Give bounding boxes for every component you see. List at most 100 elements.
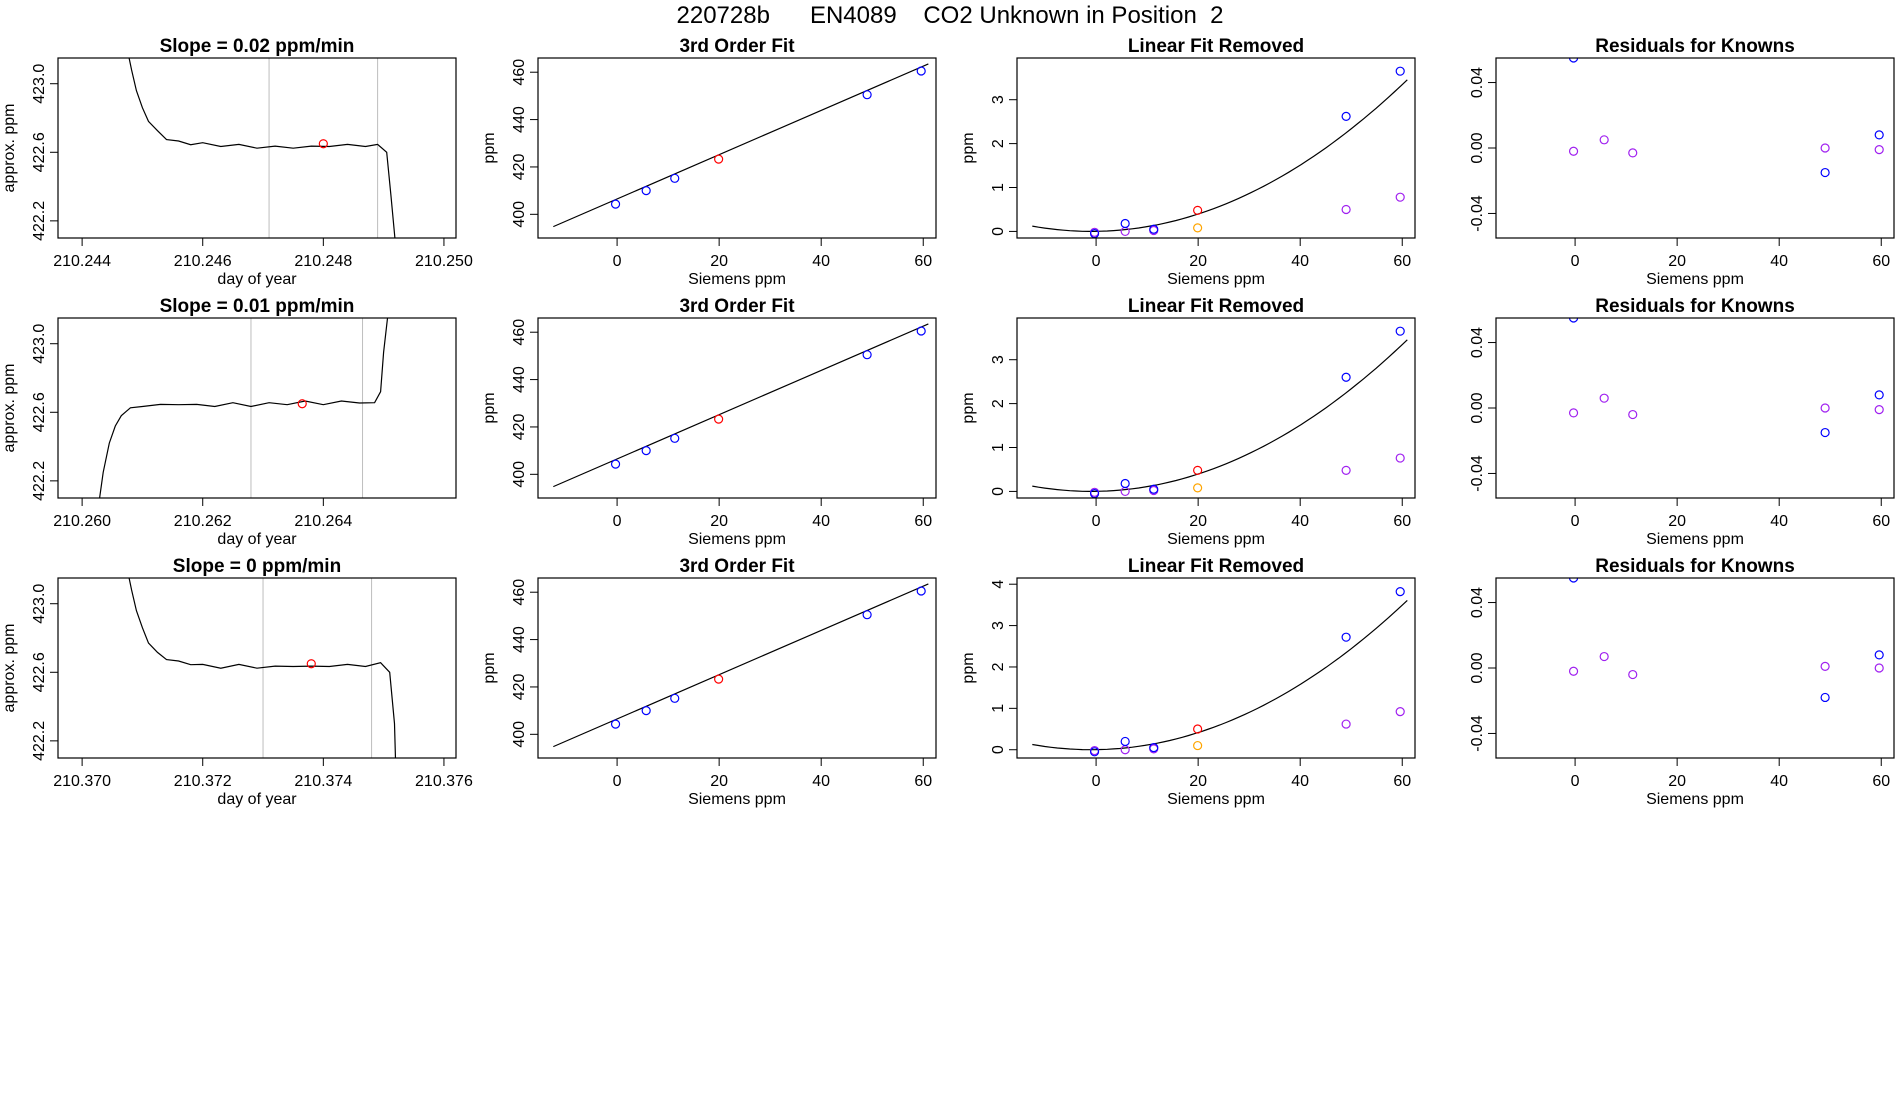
plot-frame bbox=[57, 577, 457, 759]
residual-point bbox=[1820, 403, 1830, 413]
chart-r2-res: Residuals for Knowns 0 20 40 60 Siemens ppm -0… bbox=[1469, 296, 1895, 548]
page-title: 220728b EN4089 CO2 Unknown in Position 2 bbox=[676, 2, 1224, 29]
residual-point bbox=[1820, 143, 1830, 153]
x-axis-label: Siemens ppm bbox=[1646, 271, 1744, 288]
x-tick-label: 20 bbox=[1668, 253, 1686, 270]
y-tick-label: 440 bbox=[511, 366, 528, 393]
x-axis-label: Siemens ppm bbox=[688, 271, 786, 288]
standard-point bbox=[1874, 130, 1884, 140]
x-tick-label: 210.250 bbox=[415, 253, 473, 270]
data-layer bbox=[1032, 326, 1408, 498]
x-axis-label: Siemens ppm bbox=[1646, 791, 1744, 808]
unknown-point bbox=[714, 154, 724, 164]
data-layer bbox=[553, 323, 929, 488]
unknown-point bbox=[714, 414, 724, 424]
residual-point bbox=[1599, 651, 1609, 662]
x-tick-label: 0 bbox=[1092, 513, 1101, 530]
residual-point bbox=[1120, 486, 1130, 497]
standard-point bbox=[1395, 326, 1405, 336]
x-tick-label: 20 bbox=[1189, 773, 1207, 790]
standard-point bbox=[1568, 578, 1579, 583]
y-tick-label: 4 bbox=[990, 580, 1007, 589]
y-tick-label: 423.0 bbox=[31, 64, 48, 104]
standard-point bbox=[862, 610, 872, 620]
residual-point bbox=[1628, 669, 1638, 680]
chart-title: Slope = 0.01 ppm/min bbox=[160, 296, 355, 317]
x-tick-label: 40 bbox=[812, 513, 830, 530]
chart-r2-fit: 3rd Order Fit 0 20 40 60 Siemens ppm 400 420 440… bbox=[481, 296, 937, 548]
data-layer bbox=[1568, 318, 1884, 438]
plot-frame bbox=[1495, 577, 1895, 759]
chart-r1-lin: Linear Fit Removed 0 20 40 60 Siemens ppm 0 1 2 3… bbox=[960, 36, 1416, 288]
y-tick-label: 440 bbox=[511, 626, 528, 653]
chart-title: Linear Fit Removed bbox=[1128, 36, 1304, 57]
fit-curve bbox=[1032, 79, 1408, 232]
x-tick-label: 60 bbox=[1393, 513, 1411, 530]
residual-point bbox=[1341, 719, 1351, 729]
chart-title: Residuals for Knowns bbox=[1595, 36, 1795, 57]
plot-frame bbox=[537, 577, 937, 759]
y-tick-label: 0 bbox=[990, 745, 1007, 754]
fit-line bbox=[553, 63, 929, 228]
chart-title: Linear Fit Removed bbox=[1128, 296, 1304, 317]
x-tick-label: 210.376 bbox=[415, 773, 473, 790]
x-tick-label: 20 bbox=[1668, 513, 1686, 530]
residual-point bbox=[1628, 409, 1638, 420]
x-axis-label: Siemens ppm bbox=[1167, 271, 1265, 288]
y-tick-label: 3 bbox=[990, 95, 1007, 104]
y-axis-label: ppm bbox=[481, 392, 498, 423]
data-layer bbox=[128, 58, 396, 238]
x-tick-label: 60 bbox=[1393, 253, 1411, 270]
x-axis-label: day of year bbox=[217, 271, 297, 288]
standard-point bbox=[1395, 66, 1405, 76]
y-tick-label: 423.0 bbox=[31, 584, 48, 624]
plot-frame bbox=[57, 317, 457, 499]
x-tick-label: 210.248 bbox=[294, 253, 352, 270]
x-tick-label: 210.262 bbox=[174, 513, 232, 530]
x-tick-label: 210.370 bbox=[53, 773, 111, 790]
y-axis-label: ppm bbox=[960, 652, 977, 683]
residual-point bbox=[1628, 148, 1638, 158]
y-tick-label: -0.04 bbox=[1469, 455, 1486, 492]
standard-point bbox=[670, 173, 680, 183]
x-tick-label: 40 bbox=[1291, 513, 1309, 530]
y-tick-label: 420 bbox=[511, 154, 528, 181]
standard-point bbox=[862, 90, 872, 100]
x-tick-label: 60 bbox=[1872, 773, 1890, 790]
y-tick-label: 422.6 bbox=[31, 392, 48, 432]
residual-point bbox=[1820, 661, 1830, 671]
residual-point bbox=[1395, 453, 1405, 463]
chart-title: 3rd Order Fit bbox=[679, 296, 795, 317]
standard-point bbox=[641, 186, 651, 196]
y-axis-label: ppm bbox=[960, 392, 977, 423]
data-layer bbox=[1032, 587, 1408, 757]
plot-frame bbox=[537, 317, 937, 499]
fit-line bbox=[553, 583, 929, 748]
y-tick-label: 460 bbox=[511, 579, 528, 606]
x-axis-label: day of year bbox=[217, 531, 297, 548]
y-axis-label: approx. ppm bbox=[1, 104, 18, 193]
x-tick-label: 40 bbox=[1291, 773, 1309, 790]
standard-point bbox=[916, 586, 926, 596]
y-tick-label: 423.0 bbox=[31, 324, 48, 364]
x-tick-label: 40 bbox=[1291, 253, 1309, 270]
data-layer bbox=[1568, 58, 1884, 178]
y-tick-label: 440 bbox=[511, 106, 528, 133]
x-tick-label: 210.244 bbox=[53, 253, 111, 270]
standard-point bbox=[641, 706, 651, 716]
chart-r1-fit: 3rd Order Fit 0 20 40 60 Siemens ppm 400 420 440… bbox=[481, 36, 937, 288]
data-layer bbox=[1032, 66, 1408, 238]
residual-point bbox=[1874, 405, 1884, 415]
y-tick-label: 0.00 bbox=[1469, 132, 1486, 163]
unknown-point bbox=[1193, 724, 1203, 734]
plot-frame bbox=[1016, 577, 1416, 759]
x-tick-label: 20 bbox=[1668, 773, 1686, 790]
residual-point bbox=[1120, 226, 1130, 237]
data-layer bbox=[98, 318, 389, 498]
chart-r2-trace: Slope = 0.01 ppm/min 210.260 210.262 210.26… bbox=[1, 296, 457, 548]
chart-r2-lin: Linear Fit Removed 0 20 40 60 Siemens ppm 0 1 2 3… bbox=[960, 296, 1416, 548]
standard-point bbox=[1120, 218, 1130, 229]
chart-r1-trace: Slope = 0.02 ppm/min 210.244 210.246 210.24… bbox=[1, 36, 473, 288]
residual-point bbox=[1599, 135, 1609, 145]
